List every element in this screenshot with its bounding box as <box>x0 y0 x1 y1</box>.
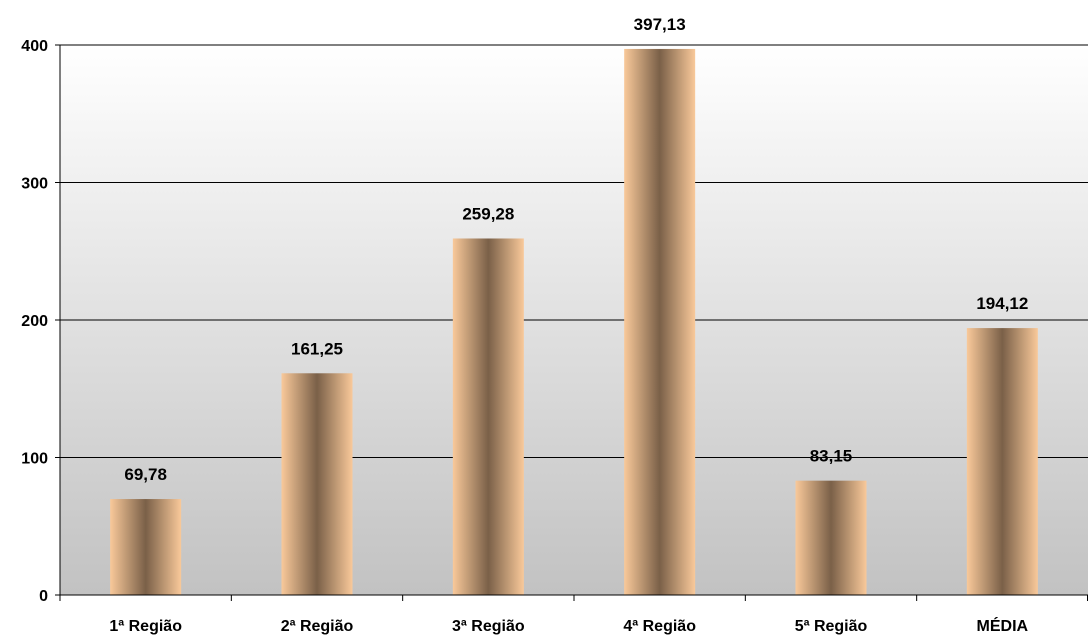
category-label: 1ª Região <box>109 618 182 635</box>
labels: 0 100 200 300 400 69,78 1ª Região 161,25 2ª Regi… <box>21 15 1028 635</box>
data-label: 194,12 <box>976 294 1028 313</box>
y-tick-label: 100 <box>21 451 48 468</box>
data-label: 161,25 <box>291 339 343 358</box>
y-tick-label: 200 <box>21 313 48 330</box>
gridlines <box>60 44 1088 458</box>
bar-6 <box>966 328 1038 595</box>
data-label: 397,13 <box>634 15 686 34</box>
y-tick-label: 300 <box>21 176 48 193</box>
bar-5 <box>795 480 867 595</box>
bars <box>110 48 1038 596</box>
data-label: 83,15 <box>810 447 853 466</box>
axes <box>55 44 1088 601</box>
bar-3 <box>452 238 524 596</box>
data-label: 69,78 <box>124 465 167 484</box>
bar-2 <box>281 373 353 595</box>
category-label: 2ª Região <box>281 618 354 635</box>
category-label: 4ª Região <box>623 618 696 635</box>
bar-1 <box>110 499 182 595</box>
category-label: 3ª Região <box>452 618 525 635</box>
y-tick-label: 0 <box>39 588 48 605</box>
data-label: 259,28 <box>462 204 514 223</box>
category-label: MÉDIA <box>977 616 1029 635</box>
y-tick-label: 400 <box>21 38 48 55</box>
category-label: 5ª Região <box>795 618 868 635</box>
bar-4 <box>624 48 696 596</box>
